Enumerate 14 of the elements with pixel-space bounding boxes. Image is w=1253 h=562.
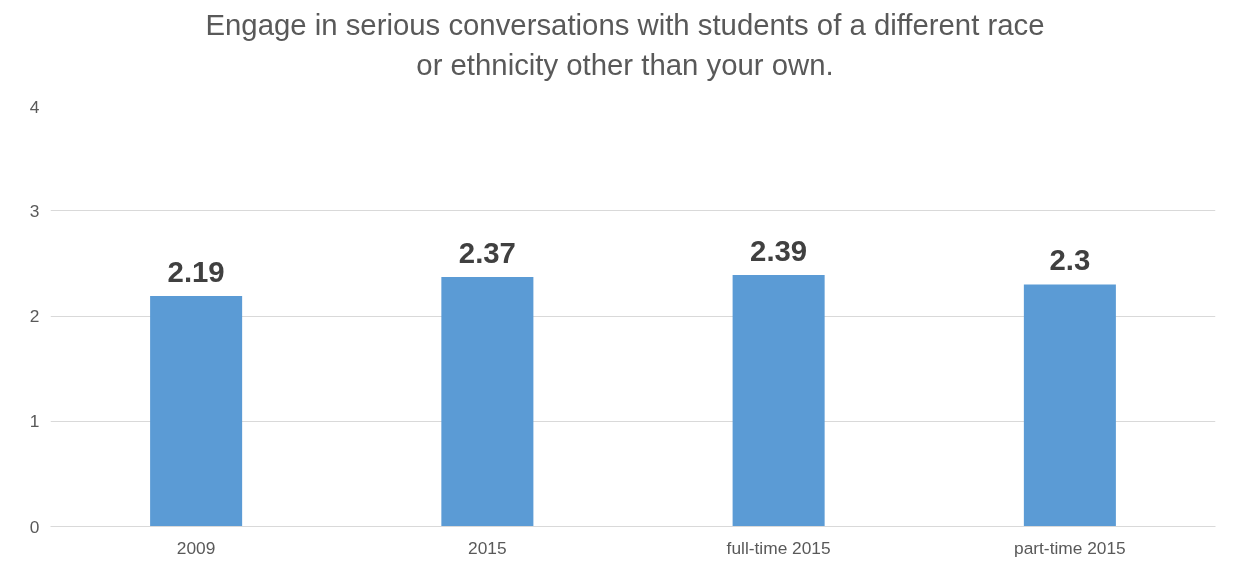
data-label: 2.37	[458, 236, 516, 270]
data-label: 2.39	[750, 233, 808, 267]
y-tick-label: 2	[29, 306, 40, 326]
x-tick-label: part-time 2015	[1014, 537, 1126, 558]
x-tick-label: 2015	[468, 537, 507, 558]
x-tick-label: full-time 2015	[726, 537, 831, 558]
data-label: 2.19	[167, 255, 225, 288]
x-tick-label: 2009	[176, 537, 216, 558]
chart-title: Engage in serious conversations with students of a different race or ethnicity other than your own.	[205, 7, 1045, 83]
y-tick-label: 1	[29, 411, 40, 432]
y-tick-label: 3	[29, 200, 40, 221]
data-label: 2.3	[1049, 243, 1091, 277]
y-tick-label: 4	[29, 96, 40, 117]
y-tick-label: 0	[29, 516, 40, 537]
